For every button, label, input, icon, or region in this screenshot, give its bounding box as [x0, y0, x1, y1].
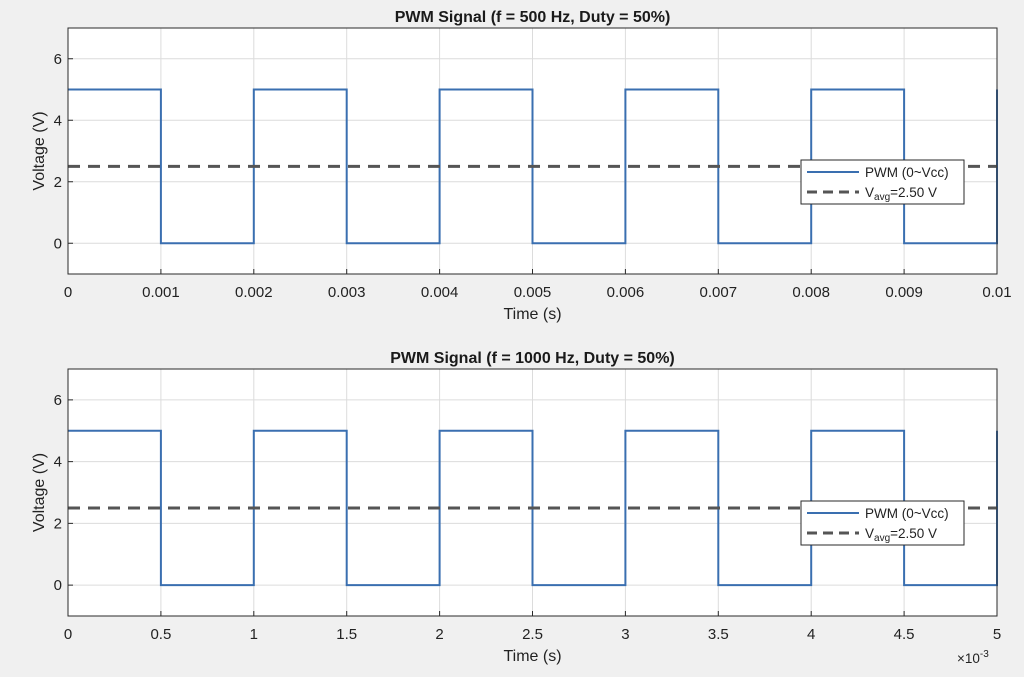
y-axis-label: Voltage (V)	[31, 453, 48, 532]
y-tick-label: 2	[54, 515, 62, 532]
x-axis-label: Time (s)	[503, 306, 561, 323]
legend-entry-label: Vavg=2.50 V	[865, 526, 937, 544]
legend-entry-name: V	[865, 526, 874, 541]
x-axis-label: Time (s)	[503, 648, 561, 665]
x-tick-label: 0	[64, 626, 72, 643]
legend-box	[800, 500, 965, 546]
x-tick-label: 3	[621, 626, 629, 643]
legend-entry-name: PWM (0~Vcc)	[865, 506, 949, 521]
legend: PWM (0~Vcc) Vavg=2.50 V	[800, 500, 965, 546]
pwm-series-line	[68, 429, 998, 587]
legend-entry-subscript: avg	[874, 533, 890, 544]
x-axis-exponent: ×10-3	[957, 649, 989, 666]
x-tick-label: 0.003	[328, 284, 366, 301]
legend-entry-label: PWM (0~Vcc)	[865, 506, 949, 521]
x-tick-label: 0.004	[421, 284, 459, 301]
x-axis-exponent-power: -3	[980, 649, 989, 660]
x-tick-label: 0.5	[150, 626, 171, 643]
legend-entry-label: Vavg=2.50 V	[865, 185, 937, 203]
y-tick-label: 2	[54, 174, 62, 191]
x-tick-label: 0	[64, 284, 72, 301]
x-tick-label: 5	[993, 626, 1001, 643]
x-tick-label: 4.5	[894, 626, 915, 643]
y-tick-label: 6	[54, 392, 62, 409]
chart-panel-1: 0 0.001 0.002 0.003 0.004 0.005 0.006 0.007 0.00…	[31, 9, 1012, 323]
y-axis-label: Voltage (V)	[31, 111, 48, 190]
x-tick-label: 0.009	[885, 284, 923, 301]
legend-entry-suffix: =2.50 V	[890, 526, 937, 541]
legend-entry-label: PWM (0~Vcc)	[865, 165, 949, 180]
legend-entry-name: V	[865, 185, 874, 200]
x-tick-label: 2.5	[522, 626, 543, 643]
chart-panel-2: 0 0.5 1 1.5 2 2.5 3 3.5 4 4.5 5 0 2 4 6 PWM Signal (f =…	[31, 350, 1001, 666]
y-tick-label: 4	[54, 112, 62, 129]
x-tick-label: 1.5	[336, 626, 357, 643]
pwm-series-line	[68, 88, 998, 245]
chart-title: PWM Signal (f = 500 Hz, Duty = 50%)	[395, 9, 671, 26]
legend-entry-suffix: =2.50 V	[890, 185, 937, 200]
y-tick-label: 0	[54, 577, 62, 594]
y-tick-label: 0	[54, 235, 62, 252]
y-tick-label: 6	[54, 51, 62, 68]
x-tick-label: 3.5	[708, 626, 729, 643]
legend: PWM (0~Vcc) Vavg=2.50 V	[800, 159, 965, 205]
x-tick-label: 2	[435, 626, 443, 643]
x-tick-label: 0.008	[792, 284, 830, 301]
y-tick-label: 4	[54, 454, 62, 471]
chart-title: PWM Signal (f = 1000 Hz, Duty = 50%)	[390, 350, 675, 367]
legend-box	[800, 159, 965, 205]
x-tick-label: 4	[807, 626, 815, 643]
x-tick-label: 0.001	[142, 284, 180, 301]
x-tick-label: 1	[250, 626, 258, 643]
x-tick-label: 0.002	[235, 284, 273, 301]
x-tick-label: 0.01	[982, 284, 1011, 301]
x-tick-label: 0.005	[514, 284, 552, 301]
x-axis-exponent-base: ×10	[957, 651, 980, 666]
x-tick-label: 0.006	[607, 284, 645, 301]
x-tick-label: 0.007	[700, 284, 738, 301]
legend-entry-name: PWM (0~Vcc)	[865, 165, 949, 180]
legend-entry-subscript: avg	[874, 192, 890, 203]
